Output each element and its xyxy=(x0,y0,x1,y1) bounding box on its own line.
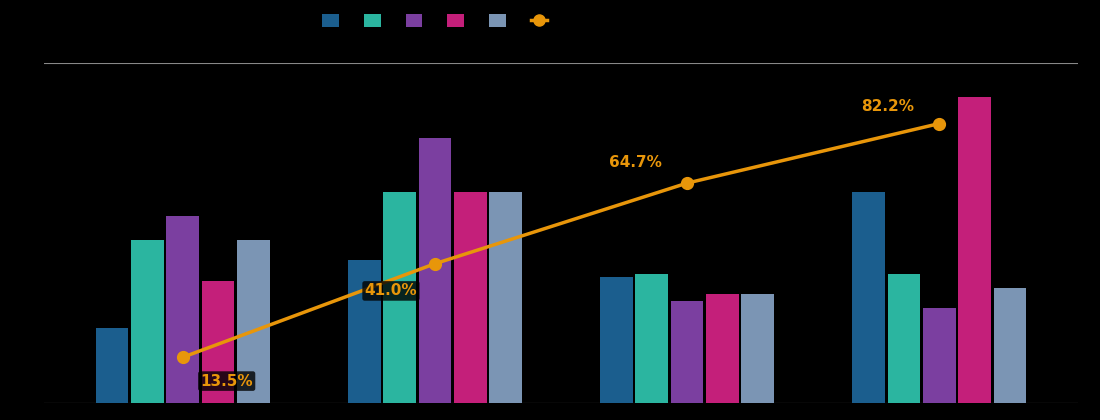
Text: 82.2%: 82.2% xyxy=(861,99,914,114)
Bar xyxy=(601,277,632,403)
Bar xyxy=(958,97,991,403)
Bar xyxy=(236,240,270,403)
Bar xyxy=(636,274,668,403)
Text: 64.7%: 64.7% xyxy=(609,155,662,170)
Bar xyxy=(671,301,704,403)
Bar xyxy=(993,288,1026,403)
Bar xyxy=(418,138,451,403)
Legend: , , , , , : , , , , , xyxy=(317,9,557,34)
Bar xyxy=(706,294,739,403)
Bar xyxy=(454,192,486,403)
Bar xyxy=(888,274,921,403)
Bar xyxy=(852,192,886,403)
Text: 41.0%: 41.0% xyxy=(364,284,417,299)
Text: 13.5%: 13.5% xyxy=(200,373,253,388)
Bar xyxy=(348,260,381,403)
Bar xyxy=(96,328,129,403)
Bar xyxy=(490,192,521,403)
Bar xyxy=(131,240,164,403)
Bar xyxy=(383,192,416,403)
Bar xyxy=(741,294,774,403)
Bar xyxy=(166,216,199,403)
Bar xyxy=(923,308,956,403)
Bar xyxy=(201,281,234,403)
